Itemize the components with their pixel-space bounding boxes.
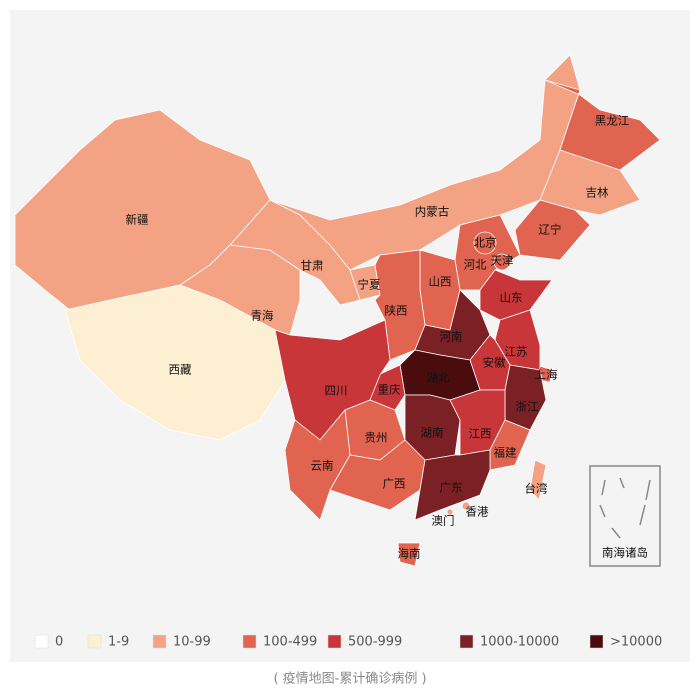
legend-label: >10000 — [610, 635, 662, 650]
province — [64, 284, 286, 441]
legend-swatch — [87, 634, 102, 649]
province — [274, 319, 391, 441]
legend-swatch — [327, 634, 342, 649]
legend-label: 500-999 — [348, 635, 402, 650]
legend-swatch — [152, 634, 167, 649]
province-label: 江西 — [469, 427, 492, 441]
province-label: 海南 — [398, 547, 421, 561]
province-label: 上海 — [535, 368, 558, 382]
province-label: 湖北 — [427, 371, 450, 385]
province — [479, 269, 553, 321]
province-label: 西藏 — [169, 363, 192, 377]
provinces — [14, 54, 661, 567]
province-label: 宁夏 — [358, 278, 381, 292]
province-label: 青海 — [251, 309, 274, 323]
legend-swatch — [589, 634, 604, 649]
province — [489, 419, 531, 471]
inset-islands — [599, 477, 651, 539]
province-label: 天津 — [491, 254, 514, 268]
legend: 0 1-9 10-99 100-499 500-999 1000-10000 >10000 — [34, 634, 662, 650]
province-label: 内蒙古 — [415, 205, 450, 219]
province-label: 山东 — [500, 291, 523, 305]
province-label: 新疆 — [126, 213, 149, 227]
legend-swatch — [242, 634, 257, 649]
province-label: 湖南 — [421, 426, 444, 440]
province-label: 浙江 — [516, 400, 539, 414]
province-label: 云南 — [311, 459, 334, 473]
legend-label: 1000-10000 — [480, 635, 559, 650]
province-label: 重庆 — [378, 383, 401, 397]
province-label: 福建 — [494, 446, 517, 460]
province-label: 甘肃 — [301, 259, 324, 273]
province-label: 河南 — [440, 330, 463, 344]
province — [414, 449, 491, 521]
legend-label: 100-499 — [263, 635, 317, 650]
province-label: 贵州 — [365, 431, 388, 445]
province-label: 辽宁 — [539, 223, 562, 237]
legend-label: 10-99 — [173, 635, 211, 650]
province-label: 澳门 — [432, 514, 455, 528]
province-label: 安徽 — [483, 356, 506, 370]
province-label: 河北 — [464, 258, 487, 272]
province — [493, 253, 511, 271]
inset: 南海诸岛 — [589, 465, 661, 567]
inset-label: 南海诸岛 — [602, 546, 648, 560]
province — [461, 501, 471, 511]
province — [179, 244, 301, 336]
province — [397, 542, 421, 567]
legend-swatch — [34, 634, 49, 649]
province — [446, 508, 454, 516]
legend-label: 1-9 — [108, 635, 129, 650]
province-label: 江苏 — [505, 345, 528, 359]
province-label: 吉林 — [586, 186, 609, 200]
province — [514, 199, 591, 261]
province-label: 广西 — [383, 477, 406, 491]
province-label: 北京 — [474, 236, 497, 250]
province — [529, 459, 547, 501]
province-label: 山西 — [429, 275, 452, 289]
province-label: 四川 — [325, 384, 348, 398]
province-label: 台湾 — [525, 482, 548, 496]
province-label: 香港 — [466, 505, 489, 519]
legend-swatch — [459, 634, 474, 649]
province-label: 广东 — [440, 481, 463, 495]
province-label: 陕西 — [385, 304, 408, 318]
caption: ( 疫情地图-累计确诊病例 ) — [273, 671, 426, 687]
province-label: 黑龙江 — [595, 114, 630, 128]
inset-frame — [589, 465, 661, 567]
province — [473, 231, 497, 255]
legend-label: 0 — [55, 635, 63, 650]
